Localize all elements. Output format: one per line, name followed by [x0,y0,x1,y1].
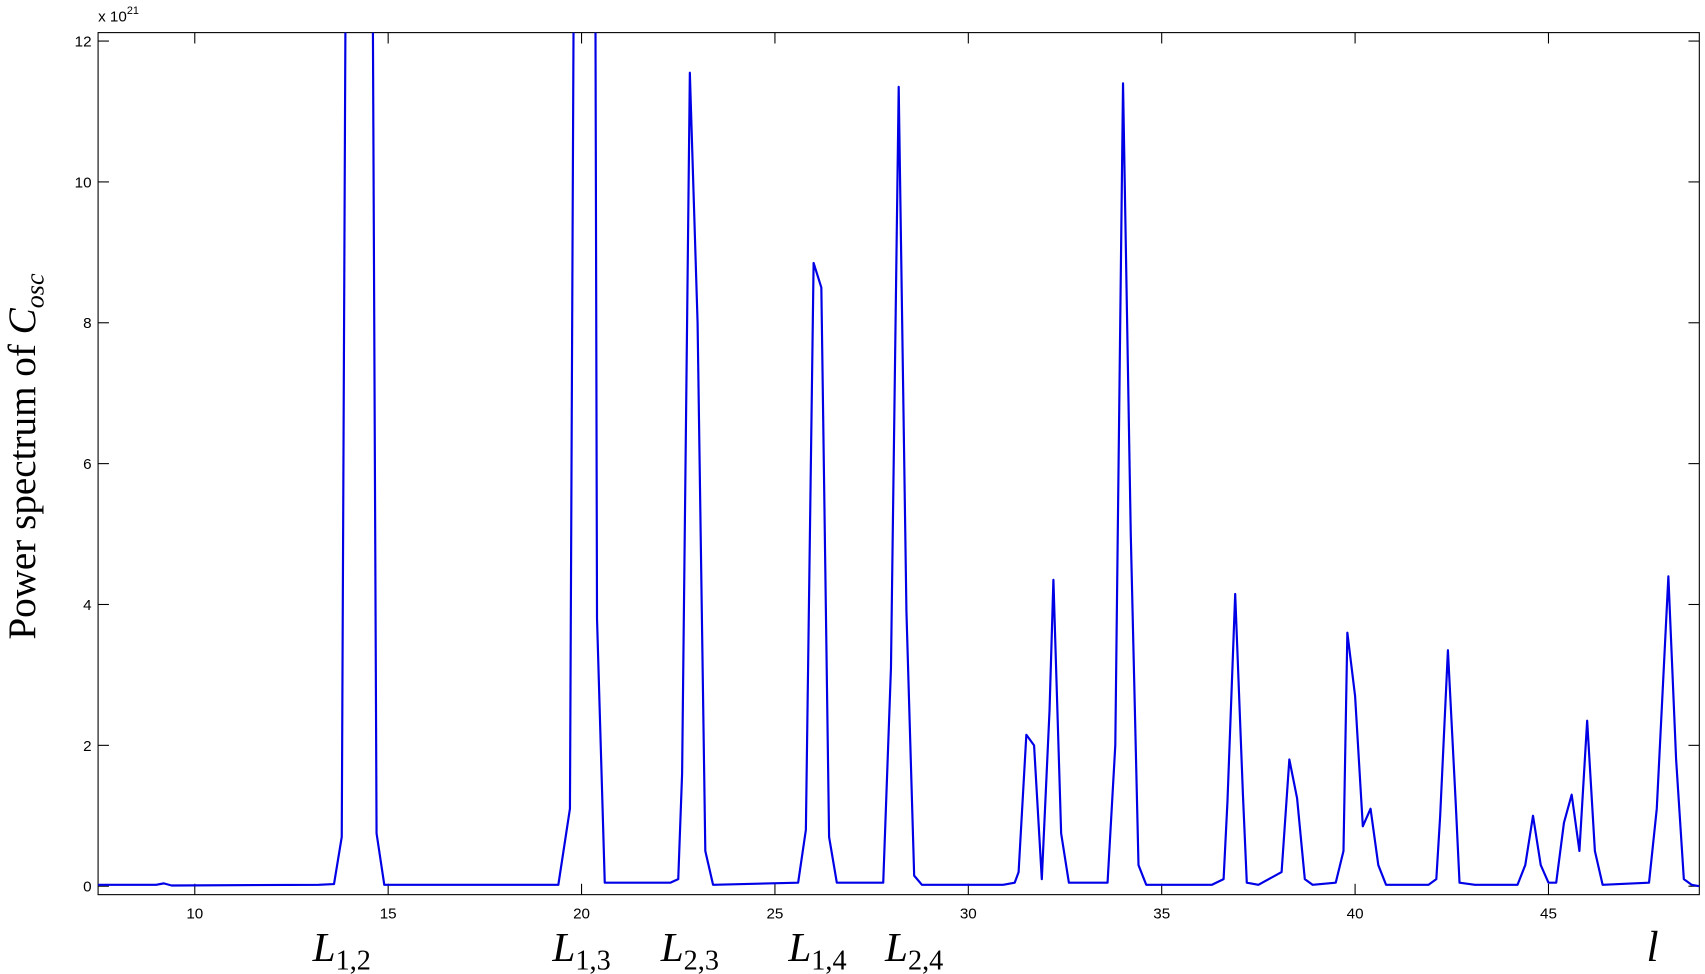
multiplier: x 1021 [98,5,139,26]
y-tick-label: 4 [83,597,92,614]
y-label-sub: osc [21,273,50,308]
annotation-label: L [884,924,908,970]
y-tick-label: 10 [75,174,92,191]
x-tick-label: 40 [1347,906,1364,923]
annotation-sub: 2,4 [908,946,943,974]
y-tick-label: 8 [83,315,91,332]
x-tick-label: 10 [186,906,203,923]
annotation-sub: 1,3 [575,946,610,974]
annotation: L1,2 [312,924,371,974]
x-tick-label: 45 [1540,906,1557,923]
annotation-label: L [660,924,684,970]
y-tick-label: 12 [75,33,92,50]
annotation-sub: 1,2 [336,946,371,974]
annotation-label: L [312,924,336,970]
x-tick-label: 35 [1153,906,1170,923]
multiplier-base: x 10 [98,9,127,26]
annotation: L1,4 [787,924,846,974]
x-axis-label: l [1647,923,1659,971]
y-tick-label: 2 [83,738,91,755]
x-tick-label: 25 [766,906,783,923]
annotation: L1,3 [551,924,610,974]
x-tick-label: 20 [573,906,590,923]
multiplier-exponent: 21 [127,5,139,17]
annotation-label: L [551,924,575,970]
series-line [98,32,1700,888]
annotation: L2,4 [884,924,943,974]
annotation: L2,3 [660,924,719,974]
annotation-sub: 2,3 [684,946,719,974]
y-label-symbol: C [1,307,44,334]
x-tick-label: 15 [380,906,397,923]
y-label-text: Power spectrum of [1,343,44,640]
y-tick-label: 0 [83,879,91,896]
annotation-sub: 1,4 [811,946,846,974]
y-tick-label: 6 [83,456,91,473]
annotation-label: L [787,924,811,970]
y-axis-label: Power spectrum of Cosc [1,273,50,640]
x-tick-label: 30 [960,906,977,923]
plot-area [98,32,1700,888]
